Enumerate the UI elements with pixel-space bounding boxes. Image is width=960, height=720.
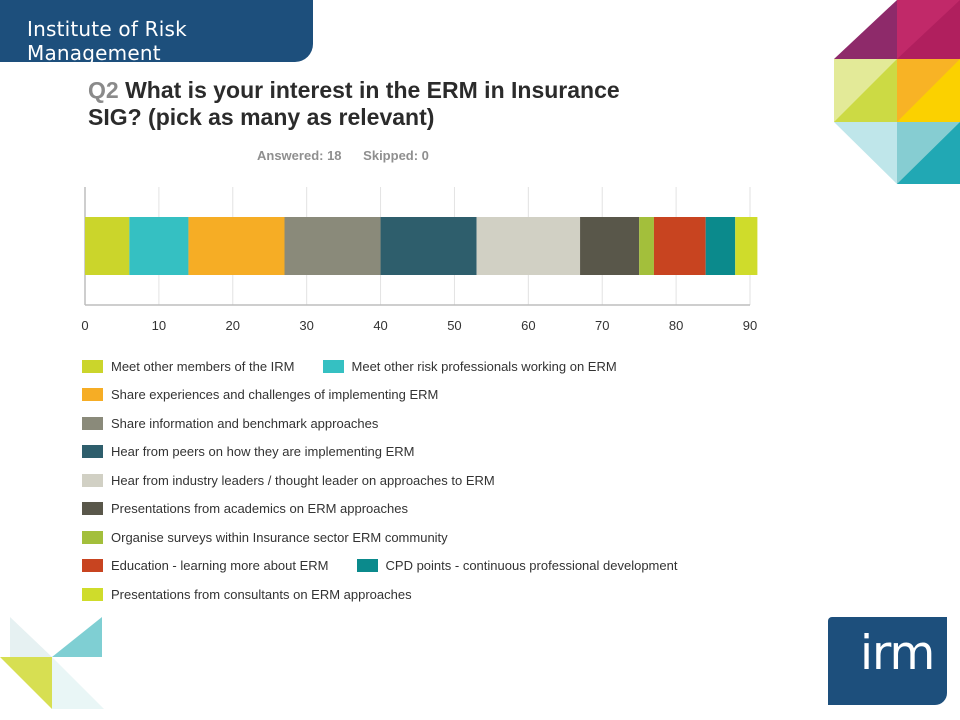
x-tick-label: 0 [81, 318, 88, 333]
bar-segment-5 [380, 217, 477, 275]
legend-row: Organise surveys within Insurance sector… [82, 523, 802, 552]
legend-label: CPD points - continuous professional dev… [385, 558, 678, 574]
legend-swatch [82, 416, 103, 430]
question-number: Q2 [88, 77, 119, 103]
x-tick-label: 60 [521, 318, 535, 333]
decorative-geometric-pattern [834, 0, 960, 184]
legend-label: Presentations from academics on ERM appr… [111, 501, 408, 517]
legend-item: Presentations from academics on ERM appr… [82, 501, 408, 516]
legend-row: Share experiences and challenges of impl… [82, 381, 802, 410]
legend-label: Organise surveys within Insurance sector… [111, 529, 448, 545]
x-tick-label: 30 [299, 318, 313, 333]
legend-item: Presentations from consultants on ERM ap… [82, 587, 412, 602]
bar-segment-1 [85, 217, 130, 275]
stacked-bar-chart: 0 10 20 30 40 50 60 70 80 90 [81, 187, 758, 333]
answered-count: Answered: 18 [257, 148, 342, 163]
legend-swatch [82, 559, 103, 573]
legend-swatch [322, 359, 344, 373]
legend-label: Meet other risk professionals working on… [351, 358, 617, 374]
question-title: Q2 What is your interest in the ERM in I… [88, 77, 648, 131]
legend-item: Meet other risk professionals working on… [322, 358, 617, 374]
x-tick-label: 10 [152, 318, 166, 333]
legend-label: Education - learning more about ERM [111, 558, 329, 574]
bar-segment-6 [476, 217, 581, 275]
chart-legend: Meet other members of the IRM Meet other … [82, 352, 802, 609]
legend-swatch [82, 587, 103, 601]
x-tick-label: 80 [669, 318, 683, 333]
legend-label: Meet other members of the IRM [111, 358, 295, 374]
response-stats: Answered: 18 Skipped: 0 [257, 148, 447, 163]
x-tick-label: 70 [595, 318, 609, 333]
legend-label: Share experiences and challenges of impl… [111, 387, 439, 403]
legend-label: Share information and benchmark approach… [111, 415, 379, 431]
legend-item: Education - learning more about ERM [82, 558, 329, 573]
bar-segment-3 [188, 217, 285, 275]
legend-item: Hear from industry leaders / thought lea… [82, 473, 495, 488]
legend-row: Hear from peers on how they are implemen… [82, 438, 802, 467]
x-tick-label: 50 [447, 318, 461, 333]
legend-row: Presentations from consultants on ERM ap… [82, 580, 802, 609]
legend-row: Education - learning more about ERM CPD p… [82, 552, 802, 581]
legend-row: Presentations from academics on ERM appr… [82, 495, 802, 524]
legend-item: Organise surveys within Insurance sector… [82, 530, 448, 545]
legend-swatch [82, 502, 103, 516]
legend-swatch [82, 388, 103, 402]
x-tick-label: 40 [373, 318, 387, 333]
bar-segment-2 [129, 217, 189, 275]
org-name: Institute of Risk Management [27, 17, 187, 65]
skipped-count: Skipped: 0 [363, 148, 429, 163]
legend-item: CPD points - continuous professional dev… [356, 558, 678, 574]
legend-swatch [82, 530, 103, 544]
legend-swatch [82, 445, 103, 459]
legend-label: Presentations from consultants on ERM ap… [111, 586, 412, 602]
bar-segment-8 [639, 217, 654, 275]
legend-row: Hear from industry leaders / thought lea… [82, 466, 802, 495]
header-tab: Institute of Risk Management [0, 0, 313, 65]
legend-row: Share information and benchmark approach… [82, 409, 802, 438]
legend-item: Share experiences and challenges of impl… [82, 387, 438, 402]
legend-item: Share information and benchmark approach… [82, 416, 378, 431]
irm-logo: irm [828, 617, 947, 705]
legend-swatch [356, 559, 378, 573]
bar-segment-7 [580, 217, 640, 275]
bar-segment-11 [735, 217, 758, 275]
legend-row: Meet other members of the IRM Meet other … [82, 352, 802, 381]
logo-text: irm [860, 626, 935, 681]
x-tick-label: 90 [743, 318, 757, 333]
legend-swatch [82, 359, 103, 373]
legend-swatch [82, 473, 103, 487]
bar-segment-4 [284, 217, 381, 275]
decorative-corner-pattern [0, 617, 104, 709]
legend-label: Hear from peers on how they are implemen… [111, 444, 415, 460]
x-tick-label: 20 [226, 318, 240, 333]
legend-item: Hear from peers on how they are implemen… [82, 444, 414, 459]
question-text: What is your interest in the ERM in Insu… [88, 77, 620, 130]
legend-item: Meet other members of the IRM [82, 359, 295, 374]
legend-label: Hear from industry leaders / thought lea… [111, 472, 495, 488]
bar-segment-10 [705, 217, 736, 275]
bar-segment-9 [653, 217, 706, 275]
